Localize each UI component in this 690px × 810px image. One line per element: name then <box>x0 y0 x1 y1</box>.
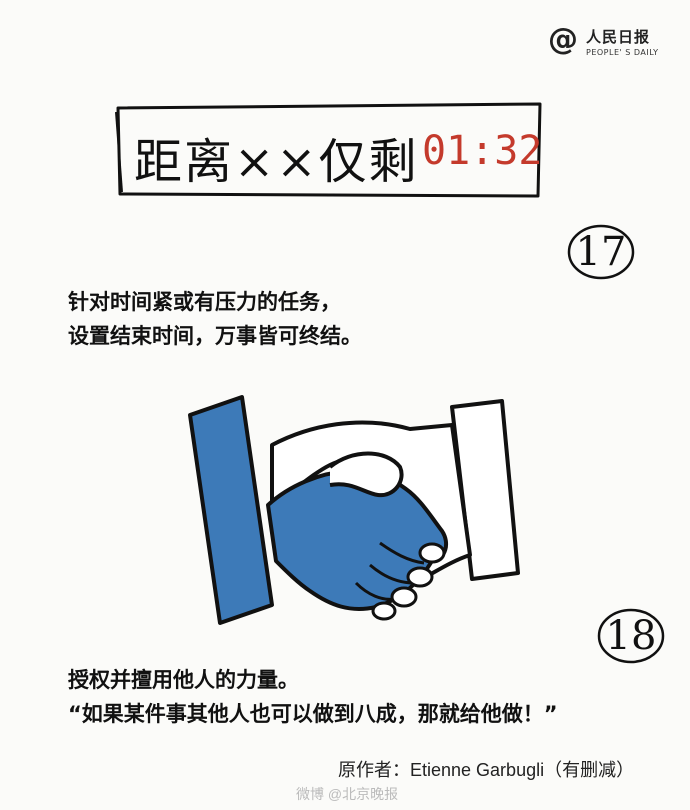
tip-line: “如果某件事其他人也可以做到八成，那就给他做！” <box>68 701 558 726</box>
countdown-label: 距离××仅剩 <box>134 134 419 190</box>
tip-number: 18 <box>605 613 657 659</box>
logo-english: PEOPLE' S DAILY <box>586 48 659 57</box>
tip-line: 授权并擅用他人的力量。 <box>68 668 299 692</box>
tip-number-badge: 18 <box>596 606 666 666</box>
tip-number: 17 <box>575 229 627 275</box>
countdown-frame <box>115 102 542 198</box>
countdown-time: 01:32 <box>422 128 543 174</box>
handshake-icon <box>188 395 520 625</box>
logo-name: 人民日报 <box>586 28 651 46</box>
tip-text: 授权并擅用他人的力量。 “如果某件事其他人也可以做到八成，那就给他做！” <box>68 664 558 731</box>
weibo-watermark: 微博 @北京晚报 <box>296 786 399 802</box>
at-icon: @ <box>548 22 578 57</box>
tip-number-badge: 17 <box>566 222 636 282</box>
tip-text: 针对时间紧或有压力的任务， 设置结束时间，万事皆可终结。 <box>68 286 362 353</box>
tip-line: 针对时间紧或有压力的任务， <box>68 290 341 314</box>
countdown-box: 距离××仅剩 01:32 <box>112 100 544 200</box>
people-daily-logo: @ 人民日报 PEOPLE' S DAILY <box>548 22 678 62</box>
tip-line: 设置结束时间，万事皆可终结。 <box>68 323 362 348</box>
author-credit: 原作者：Etienne Garbugli（有删减） <box>338 760 635 780</box>
